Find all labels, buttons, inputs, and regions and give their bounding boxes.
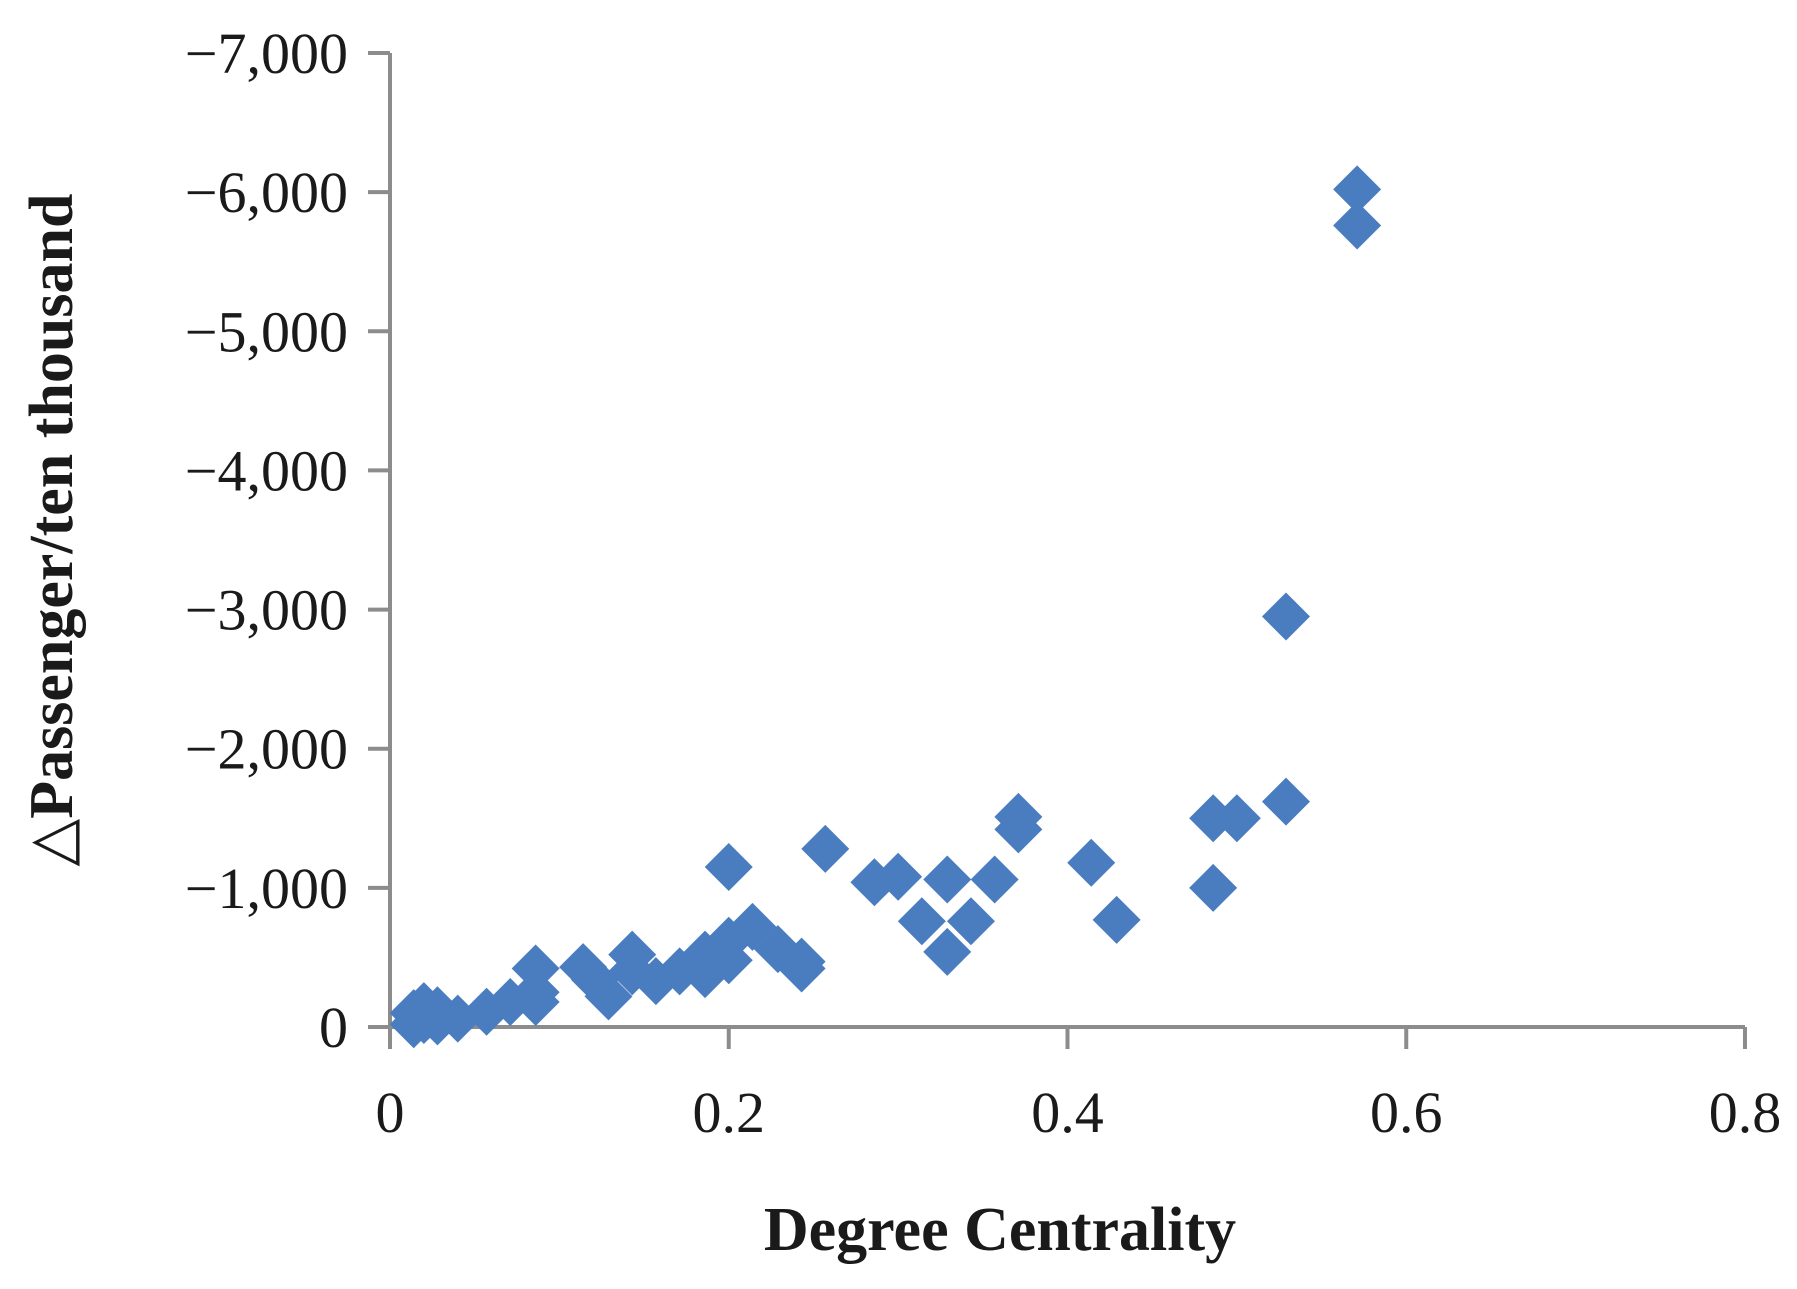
y-tick-label: −2,000 [185, 717, 348, 782]
data-point [1261, 777, 1310, 826]
data-point [511, 977, 560, 1026]
data-point [1067, 838, 1116, 887]
y-tick-label: −3,000 [185, 578, 348, 643]
x-tick-label: 0.2 [693, 1080, 766, 1145]
y-axis-title: △Passenger/ten thousand [18, 194, 86, 867]
data-point [1189, 863, 1238, 912]
data-point [923, 855, 972, 904]
x-axis-title: Degree Centrality [764, 1196, 1236, 1264]
data-point [994, 805, 1043, 854]
x-tick-label: 0 [376, 1080, 405, 1145]
x-tick-label: 0.6 [1370, 1080, 1443, 1145]
data-point [1333, 165, 1382, 214]
axes [368, 51, 1747, 1049]
y-tick-label: −7,000 [185, 21, 348, 86]
data-point [923, 927, 972, 976]
y-tick-label: 0 [319, 995, 348, 1060]
y-tick-label: −1,000 [185, 856, 348, 921]
data-point [801, 824, 850, 873]
x-tick-label: 0.8 [1709, 1080, 1782, 1145]
data-point [777, 944, 826, 993]
x-tick-labels: 0 0.2 0.4 0.6 0.8 [376, 1080, 1782, 1145]
data-point [1261, 592, 1310, 641]
data-point [1333, 201, 1382, 250]
y-tick-labels: 0 −1,000 −2,000 −3,000 −4,000 −5,000 −6,000 −7,… [185, 21, 348, 1060]
data-point [584, 972, 633, 1021]
y-tick-label: −4,000 [185, 438, 348, 503]
data-point [1212, 794, 1261, 843]
x-tick-label: 0.4 [1031, 1080, 1104, 1145]
data-point [1092, 895, 1141, 944]
y-tick-label: −5,000 [185, 299, 348, 364]
data-points [389, 165, 1382, 1049]
y-tick-label: −6,000 [185, 160, 348, 225]
data-point [946, 897, 995, 946]
data-point [704, 936, 753, 985]
data-point [704, 842, 753, 891]
data-point [874, 852, 923, 901]
data-point [897, 897, 946, 946]
data-point [970, 855, 1019, 904]
